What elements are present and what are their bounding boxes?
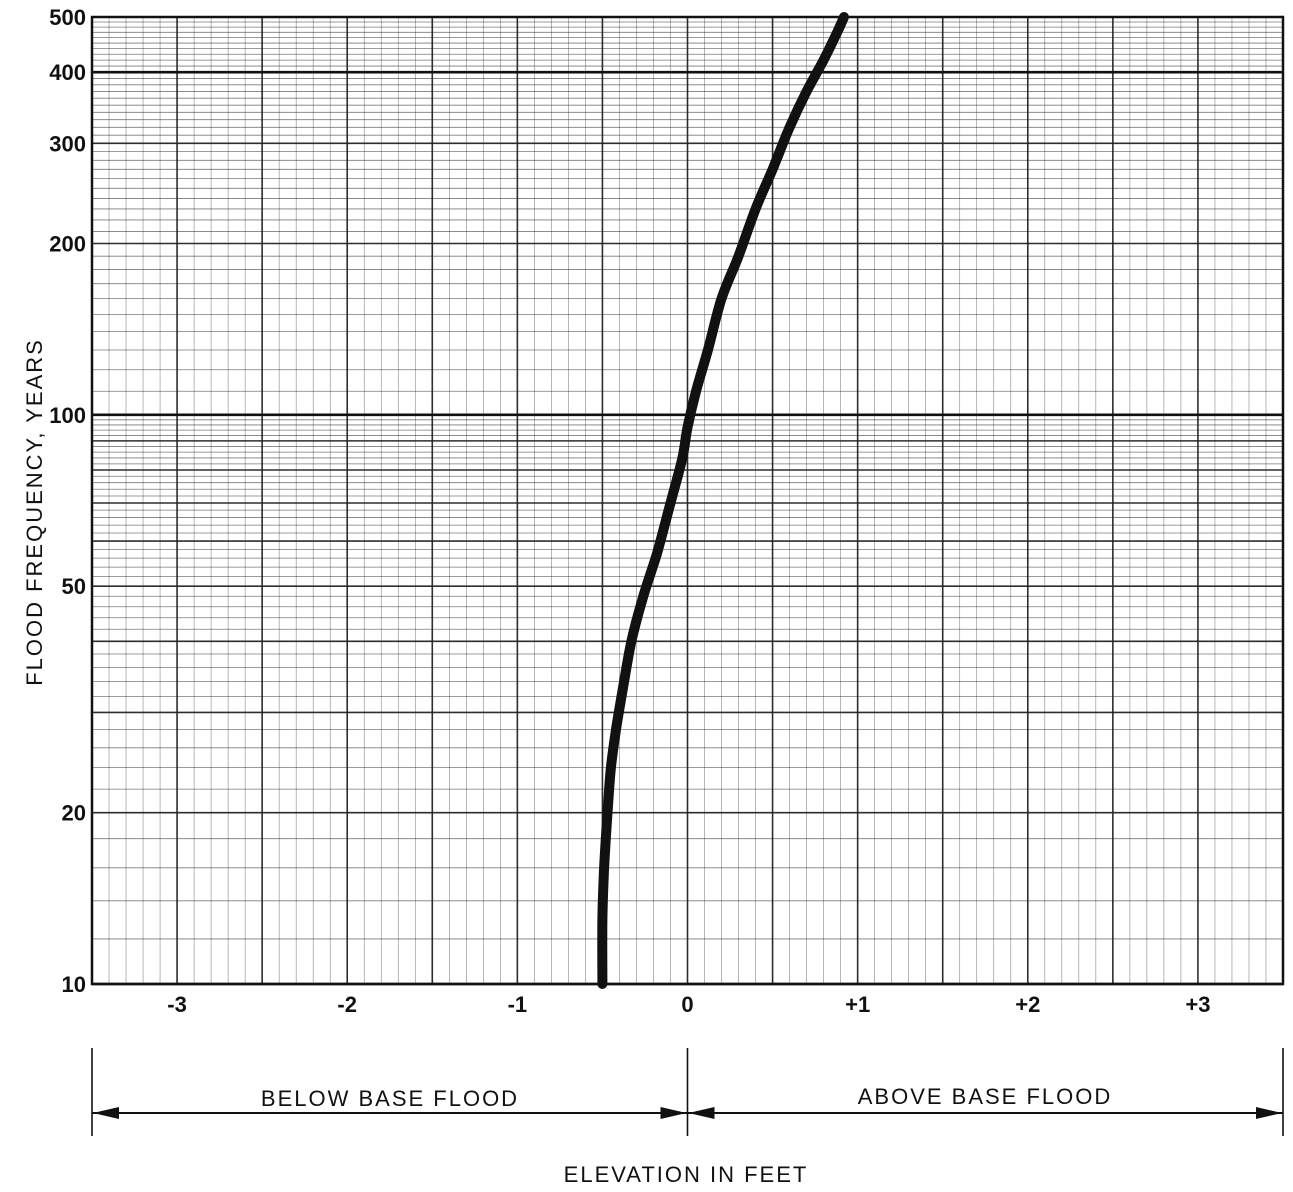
tick-labels: -3 -2 -1 0 +1 +2 +3 10 20 50 100 200 300 400 500 bbox=[49, 5, 1210, 1017]
y-tick-label: 10 bbox=[62, 972, 86, 997]
arrowhead-zero-right bbox=[688, 1107, 715, 1119]
x-tick-label: +3 bbox=[1185, 992, 1210, 1017]
y-tick-label: 200 bbox=[49, 231, 86, 256]
y-tick-label: 400 bbox=[49, 60, 86, 85]
plot-frame bbox=[90, 15, 1285, 986]
arrowhead-right bbox=[1256, 1107, 1282, 1119]
x-tick-label: -1 bbox=[508, 992, 528, 1017]
curve-layer bbox=[597, 12, 849, 989]
y-tick-label: 20 bbox=[62, 801, 86, 826]
x-tick-label: +2 bbox=[1015, 992, 1040, 1017]
elevation-range-indicator bbox=[91, 1048, 1284, 1136]
y-axis-title: FLOOD FREQUENCY, YEARS bbox=[22, 338, 47, 686]
arrowhead-zero-left bbox=[660, 1107, 687, 1119]
y-tick-label: 50 bbox=[62, 574, 86, 599]
grid bbox=[91, 16, 1284, 986]
x-tick-label: -3 bbox=[167, 992, 187, 1017]
x-tick-label: +1 bbox=[845, 992, 870, 1017]
above-base-flood-label: ABOVE BASE FLOOD bbox=[858, 1084, 1113, 1109]
x-axis-title: ELEVATION IN FEET bbox=[564, 1162, 809, 1187]
below-base-flood-label: BELOW BASE FLOOD bbox=[261, 1086, 519, 1111]
axes bbox=[90, 15, 1285, 986]
x-tick-label: -2 bbox=[337, 992, 357, 1017]
arrowhead-left bbox=[93, 1107, 119, 1119]
y-tick-label: 500 bbox=[49, 5, 86, 30]
frequency-curve bbox=[597, 12, 849, 989]
y-tick-label: 100 bbox=[49, 403, 86, 428]
y-tick-label: 300 bbox=[49, 131, 86, 156]
x-tick-label: 0 bbox=[681, 992, 693, 1017]
